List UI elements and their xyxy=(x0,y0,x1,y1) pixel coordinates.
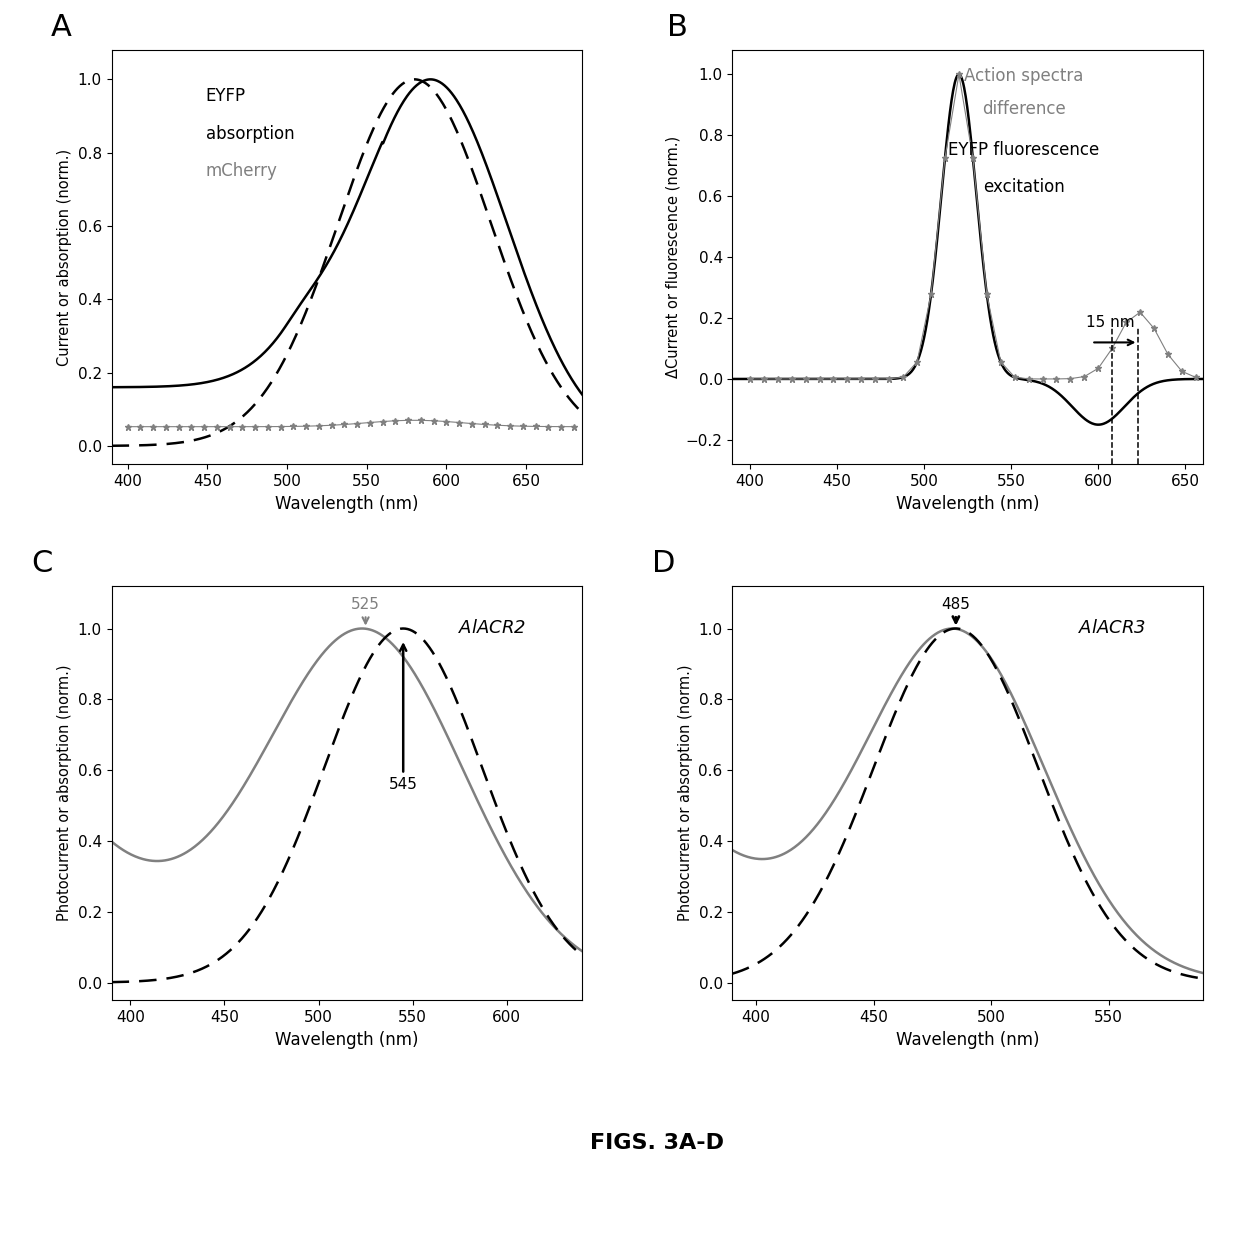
X-axis label: Wavelength (nm): Wavelength (nm) xyxy=(275,494,419,513)
Text: 545: 545 xyxy=(389,644,418,792)
Text: D: D xyxy=(652,549,676,578)
Text: 525: 525 xyxy=(351,597,379,623)
Text: mCherry: mCherry xyxy=(206,161,278,180)
Text: EYFP fluorescence: EYFP fluorescence xyxy=(949,141,1100,159)
Text: difference: difference xyxy=(982,100,1066,118)
Text: B: B xyxy=(667,13,687,41)
X-axis label: Wavelength (nm): Wavelength (nm) xyxy=(895,494,1039,513)
Text: EYFP: EYFP xyxy=(206,88,246,105)
X-axis label: Wavelength (nm): Wavelength (nm) xyxy=(275,1031,419,1048)
X-axis label: Wavelength (nm): Wavelength (nm) xyxy=(895,1031,1039,1048)
Text: Action spectra: Action spectra xyxy=(965,66,1084,85)
Text: A: A xyxy=(51,13,72,41)
Text: C: C xyxy=(32,549,53,578)
Text: FIGS. 3A-D: FIGS. 3A-D xyxy=(590,1132,724,1152)
Text: absorption: absorption xyxy=(206,125,294,143)
Text: $\mathit{Al}$ACR2: $\mathit{Al}$ACR2 xyxy=(458,619,526,637)
Text: 15 nm: 15 nm xyxy=(1086,315,1135,330)
Text: 485: 485 xyxy=(941,597,971,623)
Y-axis label: Photocurrent or absorption (norm.): Photocurrent or absorption (norm.) xyxy=(678,664,693,922)
Y-axis label: Current or absorption (norm.): Current or absorption (norm.) xyxy=(57,149,72,365)
Text: excitation: excitation xyxy=(983,179,1065,196)
Y-axis label: ΔCurrent or fluorescence (norm.): ΔCurrent or fluorescence (norm.) xyxy=(666,136,681,378)
Text: $\mathit{Al}$ACR3: $\mathit{Al}$ACR3 xyxy=(1079,619,1146,637)
Y-axis label: Photocurrent or absorption (norm.): Photocurrent or absorption (norm.) xyxy=(57,664,72,922)
